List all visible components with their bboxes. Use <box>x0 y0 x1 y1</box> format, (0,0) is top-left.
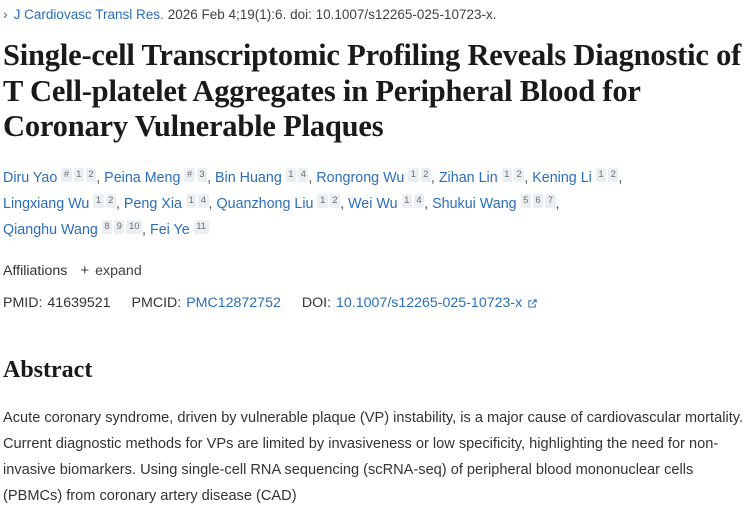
citation-details: 2026 Feb 4;19(1):6. doi: 10.1007/s12265-… <box>168 6 497 24</box>
author-link[interactable]: Kening Li <box>532 170 592 186</box>
identifier-value[interactable]: PMC12872752 <box>186 293 281 313</box>
author-link[interactable]: Peng Xia <box>124 196 182 212</box>
author-affiliation-badge[interactable]: 1 <box>402 194 412 208</box>
author-affiliation-badge[interactable]: 2 <box>514 168 524 182</box>
plus-icon: + <box>80 264 89 278</box>
author-separator: , <box>556 196 560 212</box>
affiliations-row: Affiliations + expand <box>3 261 748 281</box>
author-link[interactable]: Qianghu Wang <box>3 222 98 238</box>
abstract-heading: Abstract <box>3 356 748 384</box>
author-affiliation-badge[interactable]: 2 <box>86 168 96 182</box>
author-affiliation-badge[interactable]: 2 <box>330 194 340 208</box>
author-entry: Peina Meng #3 <box>104 170 207 186</box>
author-separator: , <box>431 170 439 186</box>
author-affiliation-badge[interactable]: 1 <box>93 194 103 208</box>
abstract-text: Acute coronary syndrome, driven by vulne… <box>3 405 745 509</box>
author-link[interactable]: Peina Meng <box>104 170 180 186</box>
author-link[interactable]: Rongrong Wu <box>316 170 404 186</box>
author-affiliation-badge[interactable]: 4 <box>298 168 308 182</box>
author-link[interactable]: Wei Wu <box>348 196 398 212</box>
identifier-label: PMID: <box>3 293 42 313</box>
author-separator: , <box>340 196 348 212</box>
author-separator: , <box>96 170 104 186</box>
author-separator: , <box>524 170 532 186</box>
author-affiliation-badge[interactable]: 11 <box>194 220 209 234</box>
author-affiliation-badge[interactable]: 2 <box>106 194 116 208</box>
identifier-group: DOI:10.1007/s12265-025-10723-x <box>302 293 538 313</box>
expand-affiliations-button[interactable]: + expand <box>80 263 141 279</box>
author-affiliation-badge[interactable]: 1 <box>286 168 296 182</box>
expand-label: expand <box>95 263 142 279</box>
author-affiliation-badge[interactable]: 4 <box>198 194 208 208</box>
author-link[interactable]: Zihan Lin <box>439 170 498 186</box>
author-separator: , <box>207 170 215 186</box>
article-title: Single-cell Transcriptomic Profiling Rev… <box>3 38 748 145</box>
author-affiliation-badge[interactable]: 2 <box>608 168 618 182</box>
author-affiliation-badge[interactable]: 1 <box>408 168 418 182</box>
author-separator: , <box>116 196 124 212</box>
author-affiliation-badge[interactable]: 5 <box>521 194 531 208</box>
author-link[interactable]: Bin Huang <box>215 170 282 186</box>
author-affiliation-badge[interactable]: 1 <box>596 168 606 182</box>
author-affiliation-badge[interactable]: 9 <box>114 220 124 234</box>
identifier-group: PMID:41639521 <box>3 293 111 313</box>
author-link[interactable]: Lingxiang Wu <box>3 196 89 212</box>
author-affiliation-badge[interactable]: 2 <box>421 168 431 182</box>
author-separator: , <box>209 196 217 212</box>
chevron-right-icon[interactable]: › <box>3 5 8 23</box>
identifier-value: 41639521 <box>47 293 110 313</box>
author-affiliation-badge[interactable]: 6 <box>533 194 543 208</box>
external-link-icon[interactable] <box>527 298 538 309</box>
author-link[interactable]: Fei Ye <box>150 222 190 238</box>
author-affiliation-badge[interactable]: # <box>184 168 194 182</box>
author-affiliation-badge[interactable]: 4 <box>414 194 424 208</box>
author-link[interactable]: Quanzhong Liu <box>217 196 314 212</box>
author-affiliation-badge[interactable]: 1 <box>502 168 512 182</box>
identifiers-row: PMID:41639521 PMCID:PMC12872752 DOI:10.100… <box>3 293 748 313</box>
author-separator: , <box>618 170 622 186</box>
author-link[interactable]: Diru Yao <box>3 170 57 186</box>
author-affiliation-badge[interactable]: 8 <box>102 220 112 234</box>
author-link[interactable]: Shukui Wang <box>432 196 517 212</box>
journal-link[interactable]: J Cardiovasc Transl Res. <box>14 6 164 24</box>
identifier-group: PMCID:PMC12872752 <box>132 293 281 313</box>
author-separator: , <box>142 222 150 238</box>
identifier-label: PMCID: <box>132 293 182 313</box>
author-affiliation-badge[interactable]: 3 <box>197 168 207 182</box>
affiliations-label: Affiliations <box>3 261 67 281</box>
author-affiliation-badge[interactable]: 1 <box>317 194 327 208</box>
author-separator: , <box>424 196 432 212</box>
author-affiliation-badge[interactable]: 7 <box>545 194 555 208</box>
author-affiliation-badge[interactable]: # <box>61 168 71 182</box>
identifier-label: DOI: <box>302 293 331 313</box>
author-affiliation-badge[interactable]: 1 <box>74 168 84 182</box>
author-affiliation-badge[interactable]: 10 <box>126 220 142 234</box>
author-affiliation-badge[interactable]: 1 <box>186 194 196 208</box>
identifier-value[interactable]: 10.1007/s12265-025-10723-x <box>336 293 522 313</box>
citation-line: › J Cardiovasc Transl Res. 2026 Feb 4;19… <box>3 0 748 24</box>
author-entry: Fei Ye 11 <box>150 222 209 238</box>
